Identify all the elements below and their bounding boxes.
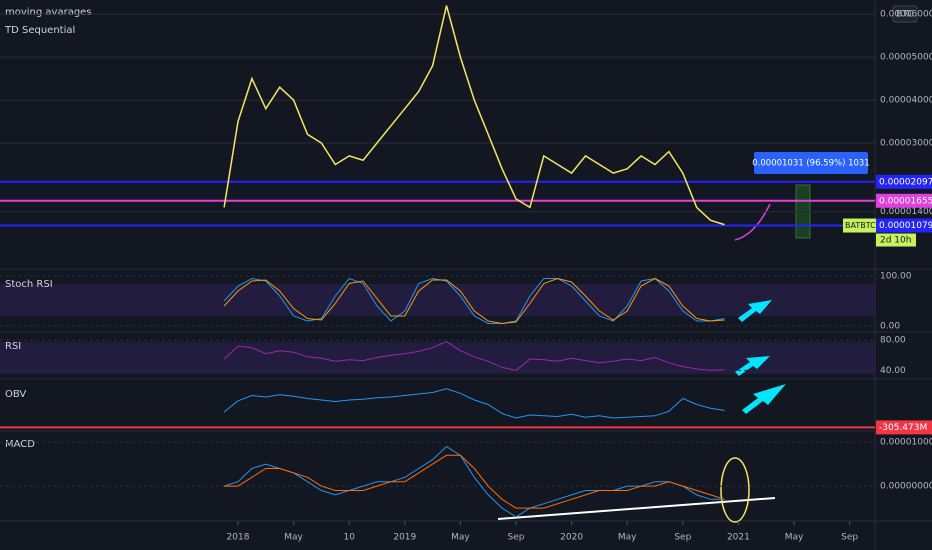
series-line xyxy=(223,5,725,226)
symbol-tag xyxy=(843,218,876,233)
x-tick-label: Sep xyxy=(841,533,858,543)
x-tick-label: May xyxy=(451,533,470,543)
x-tick-label: May xyxy=(785,533,804,543)
countdown-tag xyxy=(876,233,916,247)
measure-box xyxy=(754,152,868,174)
stoch-band xyxy=(0,284,875,316)
x-tick-label: Sep xyxy=(674,533,691,543)
level-label: 0.00001655 xyxy=(879,196,932,206)
legend-item: TD Sequential xyxy=(4,25,75,36)
y-tick-label: 0.00001000 xyxy=(880,438,932,448)
x-tick-label: 10 xyxy=(343,533,355,543)
measure-label: 0.00001031 (96.59%) 1031 xyxy=(752,159,869,169)
y-tick-label: 0.00 xyxy=(880,322,900,332)
arrows xyxy=(735,300,786,414)
level-label: 0.00002097 xyxy=(879,177,932,187)
trendline xyxy=(497,497,776,520)
projection-arrow xyxy=(734,203,771,241)
y-tick-label: 100.00 xyxy=(880,272,912,282)
level-tag xyxy=(876,174,932,189)
x-tick-label: 2019 xyxy=(393,533,416,543)
level-label: 0.00001079 xyxy=(879,221,932,231)
y-tick-label: 0.00001400 xyxy=(880,207,932,217)
symbol-label: BATBTC xyxy=(845,221,876,230)
series-line xyxy=(223,277,725,325)
x-tick-label: Sep xyxy=(508,533,525,543)
currency[interactable]: BTC xyxy=(896,10,913,20)
y-tick-label: 40.00 xyxy=(880,366,906,376)
series-line xyxy=(223,388,725,419)
x-tick-label: 2020 xyxy=(560,533,583,543)
pane-title: MACD xyxy=(5,439,35,450)
x-tick-label: May xyxy=(284,533,303,543)
currency-button[interactable] xyxy=(892,5,918,23)
highlight xyxy=(720,457,750,523)
y-tick-label: 0.00003000 xyxy=(880,139,932,149)
level-label: -305.473M xyxy=(879,423,927,433)
rsi-band xyxy=(0,342,875,374)
x-tick-label: 2018 xyxy=(227,533,250,543)
y-tick-label: 80.00 xyxy=(880,336,906,346)
pane-title: Stoch RSI xyxy=(5,279,53,290)
y-tick-label: 0.00000000 xyxy=(880,482,932,492)
y-tick-label: 0.00006000 xyxy=(880,10,932,20)
pane-title: OBV xyxy=(5,389,26,400)
y-tick-label: 0.00004000 xyxy=(880,96,932,106)
x-tick-label: 2021 xyxy=(727,533,750,543)
level-tag xyxy=(876,218,932,233)
series-line xyxy=(224,454,725,509)
series-line xyxy=(223,341,725,371)
series-line xyxy=(223,277,725,324)
y-tick-label: 0.00005000 xyxy=(880,53,932,63)
legend-item: moving avarages xyxy=(5,7,92,18)
level-tag xyxy=(876,420,932,435)
x-tick-label: May xyxy=(618,533,637,543)
level-tag xyxy=(876,193,932,208)
pane-title: RSI xyxy=(5,341,21,352)
countdown-label: 2d 10h xyxy=(880,236,911,246)
